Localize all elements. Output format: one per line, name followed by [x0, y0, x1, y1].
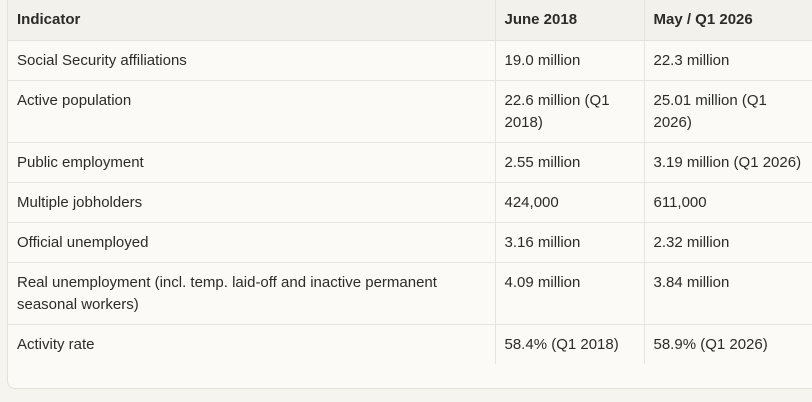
indicator-cell: Active population — [8, 80, 495, 143]
column-header-indicator: Indicator — [8, 0, 495, 41]
value-2018-cell: 19.0 million — [494, 40, 644, 81]
value-2018-cell: 22.6 million (Q1 2018) — [494, 80, 644, 143]
table-row: Social Security affiliations 19.0 millio… — [8, 40, 812, 81]
table-row: Official unemployed 3.16 million 2.32 mi… — [8, 222, 812, 263]
value-2018-cell: 4.09 million — [494, 262, 644, 325]
value-2026-cell: 611,000 — [643, 182, 812, 223]
table-row: Public employment 2.55 million 3.19 mill… — [8, 142, 812, 183]
value-2026-cell: 3.19 million (Q1 2026) — [643, 142, 812, 183]
value-2026-cell: 3.84 million — [643, 262, 812, 325]
indicator-cell: Real unemployment (incl. temp. laid-off … — [8, 262, 495, 325]
table-row: Multiple jobholders 424,000 611,000 — [8, 182, 812, 223]
indicator-cell: Public employment — [8, 142, 495, 183]
indicators-table: Indicator June 2018 May / Q1 2026 Social… — [8, 0, 812, 364]
value-2026-cell: 22.3 million — [643, 40, 812, 81]
value-2026-cell: 25.01 million (Q1 2026) — [643, 80, 812, 143]
value-2018-cell: 424,000 — [494, 182, 644, 223]
column-header-june-2018: June 2018 — [494, 0, 644, 41]
data-table-container: Indicator June 2018 May / Q1 2026 Social… — [7, 0, 812, 389]
indicator-cell: Activity rate — [17, 335, 95, 353]
column-header-may-q1-2026: May / Q1 2026 — [643, 0, 812, 41]
indicator-cell: Multiple jobholders — [8, 182, 495, 223]
value-2018-cell: 58.4% (Q1 2018) — [494, 324, 644, 364]
value-2018-cell: 2.55 million — [494, 142, 644, 183]
indicator-cell: Social Security affiliations — [8, 40, 495, 81]
table-body: Social Security affiliations 19.0 millio… — [8, 40, 812, 364]
table-row: Active population 22.6 million (Q1 2018)… — [8, 80, 812, 143]
table-header: Indicator June 2018 May / Q1 2026 — [8, 0, 812, 41]
value-2026-cell: 2.32 million — [643, 222, 812, 263]
value-2018-cell: 3.16 million — [494, 222, 644, 263]
header-row: Indicator June 2018 May / Q1 2026 — [8, 0, 812, 41]
indicator-cell: Official unemployed — [8, 222, 495, 263]
table-row: Real unemployment (incl. temp. laid-off … — [8, 262, 812, 325]
value-2026-cell: 58.9% (Q1 2026) — [643, 324, 812, 364]
table-row: Activity rate 58.4% (Q1 2018) 58.9% (Q1 … — [8, 324, 812, 364]
